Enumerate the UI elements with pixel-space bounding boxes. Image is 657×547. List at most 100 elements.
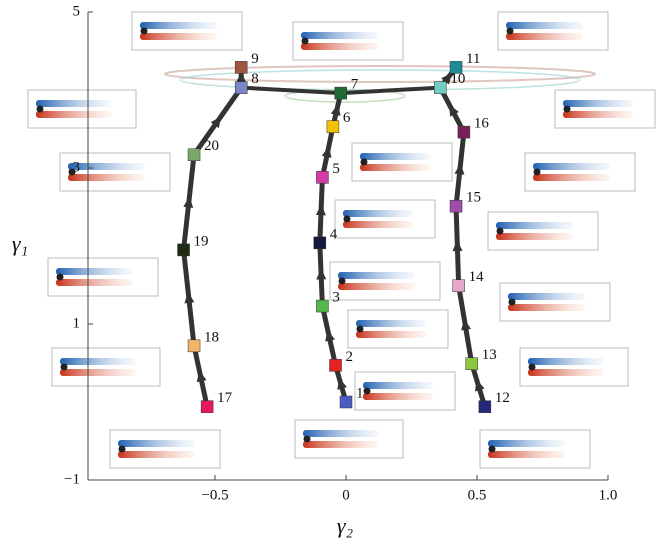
state-point	[452, 279, 465, 293]
cylinder	[508, 298, 516, 306]
wake-blue	[533, 163, 610, 170]
arrowhead	[461, 318, 471, 331]
point-label: 16	[474, 116, 490, 132]
x-axis-title: γ₂	[337, 513, 354, 538]
cylinder	[60, 363, 68, 371]
state-point	[187, 339, 201, 353]
cylinder	[360, 158, 368, 166]
thumbnail-frame	[354, 371, 456, 411]
state-point	[449, 61, 463, 74]
point-label: 6	[343, 110, 351, 126]
x-tick-label: 0	[342, 487, 350, 503]
thumbnail-frame	[554, 89, 656, 129]
point-label: 12	[495, 390, 510, 406]
cylinder	[528, 363, 536, 371]
wake-red	[68, 174, 145, 181]
point-label: 13	[482, 347, 497, 363]
arrowhead	[184, 291, 195, 304]
wake-red	[488, 451, 565, 458]
point-label: 20	[204, 138, 219, 154]
point-label: 5	[332, 161, 340, 177]
arrowhead	[321, 146, 332, 158]
y-tick-label: 1	[73, 315, 81, 331]
trajectory	[181, 67, 244, 408]
wake-red	[36, 111, 112, 118]
point-label: 10	[450, 71, 465, 87]
thumbnail-frame	[47, 257, 159, 297]
wake-blue	[36, 100, 112, 107]
state-point	[234, 81, 248, 94]
wake-red	[338, 283, 415, 290]
wake-red	[301, 43, 378, 50]
thumbnail-frame	[334, 199, 436, 239]
thumbnail-frame	[499, 282, 611, 322]
point-label: 14	[469, 269, 485, 285]
wake-blue	[343, 210, 413, 217]
arrowhead	[441, 72, 452, 85]
state-point	[457, 125, 471, 139]
wake-red	[56, 279, 133, 286]
state-point	[187, 148, 201, 161]
wake-red	[343, 221, 413, 228]
wake-blue	[60, 358, 136, 365]
cylinder	[533, 168, 541, 176]
y-axis-title: γ₁	[12, 231, 28, 256]
flow-thumbnails	[27, 11, 656, 469]
wake-blue	[506, 22, 583, 29]
state-point	[177, 243, 190, 257]
state-point	[326, 120, 340, 133]
thumbnail-frame	[27, 89, 137, 129]
wake-blue	[356, 320, 426, 327]
point-label: 17	[217, 390, 233, 406]
thumbnail-frame	[109, 429, 221, 469]
wake-red	[118, 451, 195, 458]
wake-red	[140, 33, 217, 40]
cylinder	[68, 168, 76, 176]
arrowhead	[449, 104, 459, 117]
point-label: 7	[351, 77, 359, 93]
cylinder	[356, 325, 364, 333]
arrowhead	[210, 116, 222, 129]
wake-red	[360, 164, 430, 171]
thumbnail-frame	[487, 211, 599, 251]
wake-blue	[140, 22, 217, 29]
wake-red	[533, 174, 610, 181]
thumbnail-frame	[524, 152, 636, 192]
wake-red	[563, 111, 633, 118]
point-label: 9	[251, 51, 259, 67]
cylinder	[506, 27, 514, 35]
cylinder	[140, 27, 148, 35]
arrowhead	[196, 370, 207, 383]
wake-red	[496, 233, 573, 240]
x-tick-label: 0.5	[468, 487, 487, 503]
thumbnail-frame	[294, 419, 404, 459]
wake-blue	[508, 293, 585, 300]
state-point	[316, 171, 329, 184]
state-point	[234, 61, 248, 74]
point-label: 4	[330, 226, 338, 242]
cylinder	[496, 227, 504, 235]
wake-blue	[488, 440, 565, 447]
wake-red	[60, 369, 136, 376]
arrowhead	[183, 196, 194, 208]
thumbnail-frame	[479, 429, 591, 469]
wake-blue	[301, 32, 378, 39]
wake-red	[363, 393, 433, 400]
wake-blue	[303, 430, 379, 437]
wake-blue	[363, 382, 433, 389]
wake-blue	[360, 153, 430, 160]
thumbnail-frame	[59, 152, 171, 192]
cylinder	[36, 105, 44, 113]
branch-line	[340, 85, 441, 96]
point-label: 2	[346, 349, 354, 365]
x-tick-label: 1.0	[599, 487, 618, 503]
cylinder	[303, 435, 311, 443]
arrowhead	[315, 204, 326, 216]
state-point	[465, 357, 479, 371]
arrowhead	[325, 329, 335, 342]
thumbnail-frame	[351, 142, 453, 182]
wake-blue	[496, 222, 573, 229]
wake-red	[303, 441, 379, 448]
thumbnail-frame	[497, 11, 609, 51]
